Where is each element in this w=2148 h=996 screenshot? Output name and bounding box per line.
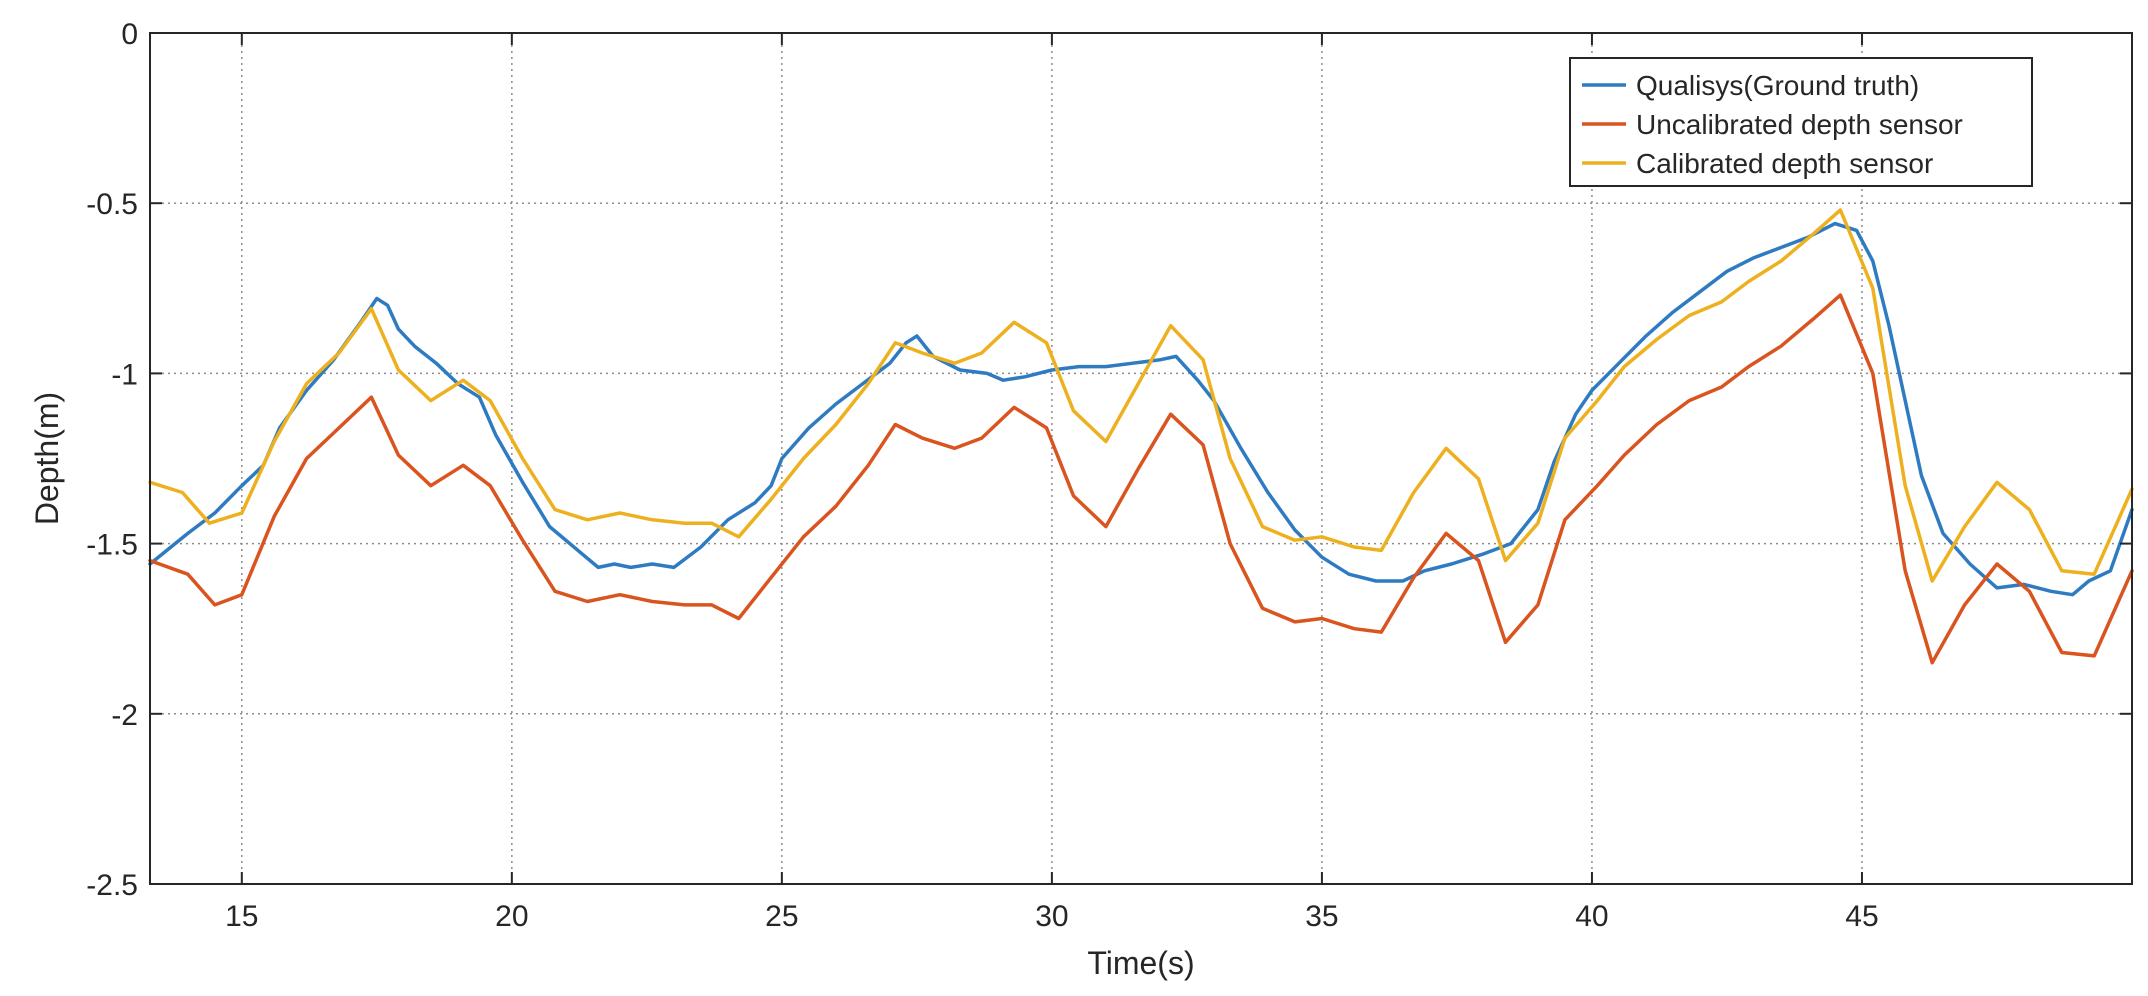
legend-label-2: Uncalibrated depth sensor — [1636, 109, 1963, 140]
y-tick-label: -0.5 — [86, 188, 138, 221]
y-tick-label: -2 — [111, 699, 138, 732]
x-tick-label: 20 — [495, 900, 528, 933]
x-tick-label: 45 — [1845, 900, 1878, 933]
series-line-3 — [148, 208, 2134, 583]
series-line-1 — [148, 221, 2134, 597]
x-tick-label: 40 — [1575, 900, 1608, 933]
y-tick-label: -1.5 — [86, 529, 138, 562]
x-axis-label: Time(s) — [1087, 945, 1194, 981]
series-lines — [148, 208, 2134, 665]
legend-label-3: Calibrated depth sensor — [1636, 148, 1933, 179]
x-tick-label: 25 — [765, 900, 798, 933]
legend: Qualisys(Ground truth) Uncalibrated depth… — [1569, 57, 2033, 187]
axis-ticks: 15 20 25 30 35 40 45 0 -0.5 -1 -1.5 -2 -2.5 — [86, 18, 2132, 933]
series-line-2 — [148, 293, 2134, 665]
y-tick-label: -2.5 — [86, 869, 138, 902]
plot-frame — [149, 32, 2133, 885]
y-tick-label: 0 — [121, 18, 138, 51]
x-tick-label: 30 — [1035, 900, 1068, 933]
legend-box — [1569, 57, 2033, 187]
legend-label-1: Qualisys(Ground truth) — [1636, 70, 1919, 101]
x-tick-label: 15 — [225, 900, 258, 933]
x-tick-label: 35 — [1305, 900, 1338, 933]
grid — [150, 33, 2132, 884]
y-tick-label: -1 — [111, 358, 138, 391]
y-axis-label: Depth(m) — [29, 392, 65, 525]
